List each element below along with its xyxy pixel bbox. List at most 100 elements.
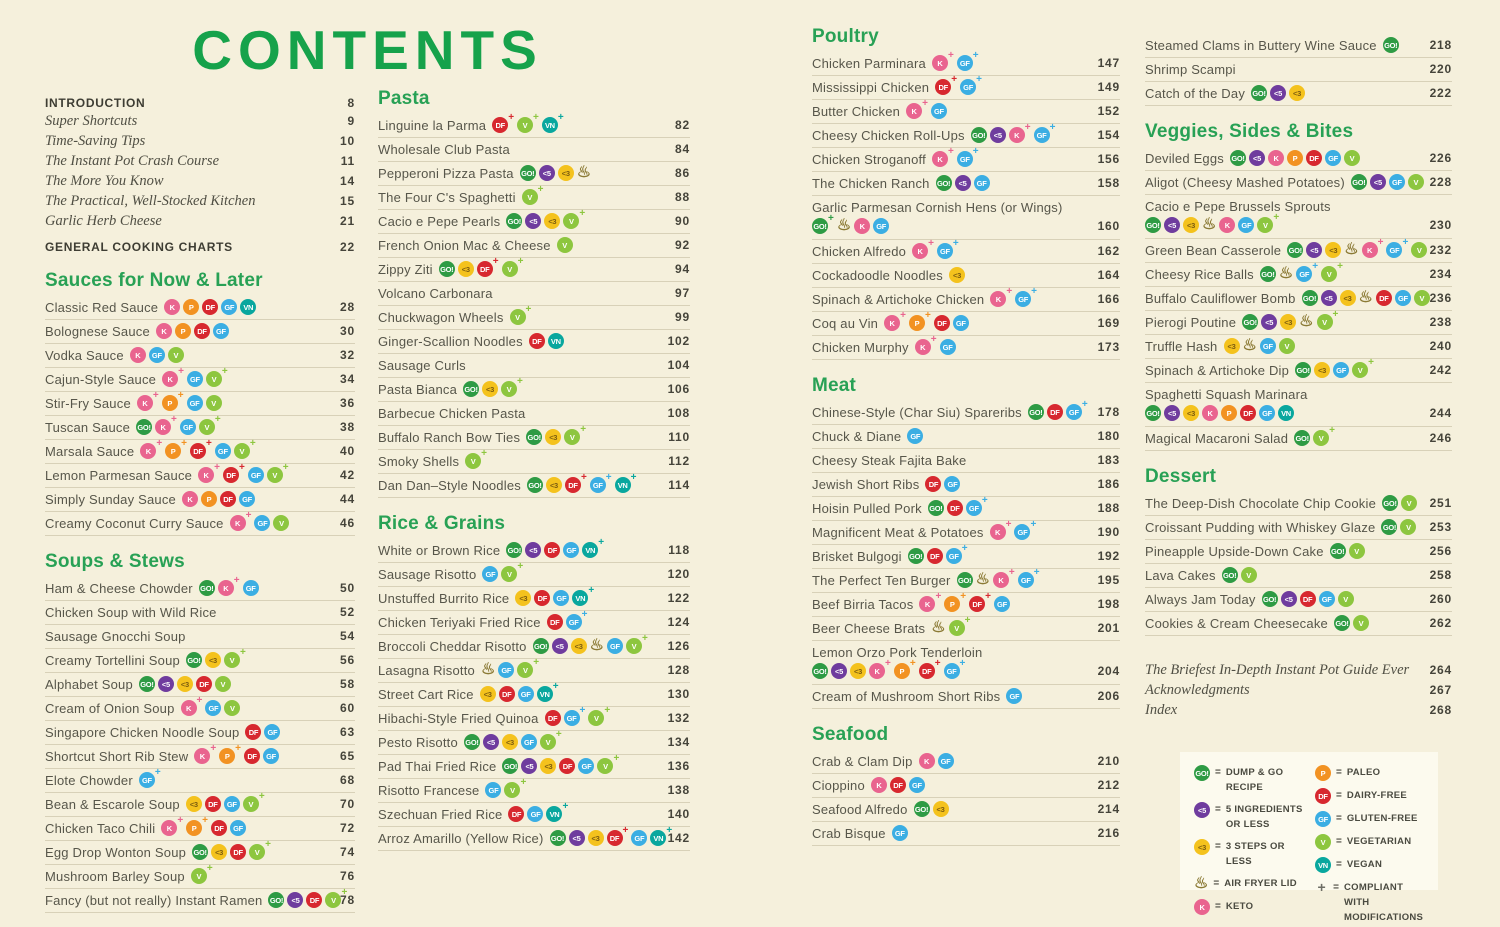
keto-icon: K [1202, 405, 1218, 421]
dairy-free-icon: DF + [222, 463, 245, 483]
compliant-plus-icon: + [935, 591, 942, 602]
legend-label: DUMP & GO RECIPE [1225, 767, 1284, 793]
compliant-plus-icon: + [156, 438, 163, 449]
recipe-badges: K + GF + [912, 239, 959, 259]
recipe-title: Croissant Pudding with Whiskey Glaze [1145, 519, 1376, 535]
gluten-free-icon: GF [939, 339, 956, 355]
page-number: 88 [675, 190, 690, 204]
toc-section: Meat Chinese-Style (Char Siu) Spareribs GO… [812, 375, 1120, 709]
front-matter-entry: GENERAL COOKING CHARTS 22 [45, 238, 355, 255]
dump-and-go-icon: GO! [1259, 266, 1276, 282]
recipe-badges: GO! <5 <3 ♨ GF V + [532, 634, 648, 654]
recipe-badges: ♨ GF V + [481, 658, 539, 678]
page-number: 90 [675, 214, 690, 228]
page-number: 178 [1097, 405, 1120, 419]
dairy-free-icon: DF [933, 315, 950, 331]
page-number: 63 [340, 725, 355, 739]
vegetarian-icon: V + [465, 449, 487, 469]
recipe-title: Chicken Murphy [812, 339, 909, 355]
recipe-title: Magnificent Meat & Potatoes [812, 524, 984, 540]
gluten-free-icon: GF [498, 662, 515, 678]
gluten-free-icon: GF [482, 566, 499, 582]
recipe-badges: K GF [918, 753, 954, 769]
recipe-badges: GO! K + GF V + [136, 415, 221, 435]
legend-equals: = [1336, 836, 1342, 847]
vegetarian-icon: V [205, 395, 222, 411]
toc-entry: Chicken Taco Chili K + P + DF GF 72 [45, 816, 355, 841]
compliant-plus-icon: + [258, 791, 265, 802]
compliant-plus-icon: + [605, 472, 612, 483]
compliant-plus-icon: + [922, 98, 928, 109]
toc-entry: Buffalo Cauliflower Bomb GO! <5 <3 ♨ DF GF V 236 [1145, 287, 1452, 311]
toc-entry: Chicken Parminara K + GF + 147 [812, 51, 1120, 76]
toc-entry: Unstuffed Burrito Rice <3 DF GF VN + 122 [378, 586, 690, 611]
vegetarian-icon: V [1411, 242, 1428, 258]
gluten-free-icon: GF [1315, 811, 1331, 827]
gluten-free-icon: GF [205, 700, 222, 716]
dairy-free-icon: DF [306, 892, 323, 908]
page-number: 236 [1429, 291, 1452, 305]
dump-and-go-icon: GO! [502, 758, 519, 774]
recipe-badges: GF [907, 428, 924, 444]
vegetarian-icon: V [224, 700, 241, 716]
gluten-free-icon: GF [263, 748, 280, 764]
section-title: Veggies, Sides & Bites [1145, 121, 1354, 142]
page-number: 198 [1097, 597, 1120, 611]
legend-label: GLUTEN-FREE [1346, 813, 1418, 824]
page-number: 192 [1097, 549, 1120, 563]
recipe-title: Pad Thai Fried Rice [378, 758, 497, 774]
toc-entry: Creamy Coconut Curry Sauce K + GF V 46 [45, 511, 355, 536]
page-number: 108 [667, 406, 690, 420]
vegetarian-icon: V + [588, 706, 610, 726]
three-steps-icon: <3 [482, 381, 499, 397]
compliant-plus-icon: + [517, 256, 524, 267]
compliant-plus-icon: + [581, 609, 588, 620]
compliant-plus-icon: + [579, 705, 586, 716]
vegetarian-icon: V + [249, 840, 271, 860]
toc-entry: Cajun-Style Sauce K + GF V + 34 [45, 367, 355, 392]
compliant-plus-icon: + [196, 695, 203, 706]
section-title: Poultry [812, 26, 879, 47]
keto-icon: K + [931, 51, 954, 71]
compliant-plus-icon: + [152, 390, 159, 401]
page-number: 195 [1097, 573, 1120, 587]
page-number: 232 [1429, 243, 1452, 257]
recipe-badges: DF + GF + [935, 75, 982, 95]
recipe-title: French Onion Mac & Cheese [378, 237, 551, 253]
recipe-badges: K GF V [129, 347, 184, 363]
gluten-free-icon: GF [186, 395, 203, 411]
recipe-badges: GO! <3 [913, 801, 949, 817]
recipe-badges: GO! <5 GF V [1350, 174, 1424, 190]
page-number: 118 [668, 543, 690, 557]
toc-entry: Cockadoodle Noodles <3 164 [812, 264, 1120, 288]
compliant-plus-icon: + [598, 537, 605, 548]
vegetarian-icon: V + [501, 257, 523, 277]
entry-title: The Practical, Well-Stocked Kitchen [45, 192, 256, 209]
compliant-plus-icon: + [951, 74, 958, 85]
recipe-title: Smoky Shells [378, 453, 460, 469]
compliant-plus-icon: + [885, 658, 891, 669]
page-number: 92 [675, 238, 690, 252]
section-title: Dessert [1145, 466, 1217, 487]
page-number: 65 [340, 749, 355, 763]
dump-and-go-icon: GO! [1381, 519, 1398, 535]
toc-entry: Creamy Tortellini Soup GO! <3 V + 56 [45, 647, 355, 673]
legend-equals: = [1336, 859, 1342, 870]
toc-entry: Elote Chowder GF + 68 [45, 767, 355, 793]
compliant-plus-icon: + [580, 472, 587, 483]
compliant-plus-icon: + [239, 647, 246, 658]
air-fryer-lid-icon: ♨ [931, 619, 946, 636]
legend-box: GO! = DUMP & GO RECIPE <5 = 5 INGREDIENTS OR … [1180, 752, 1438, 923]
page-number: 10 [340, 134, 355, 148]
vegetarian-icon: V + [517, 113, 539, 133]
compliant-plus-icon: + [154, 767, 161, 778]
recipe-badges: GO! <5 DF GF V [1261, 591, 1354, 607]
vegetarian-icon: V + [501, 377, 523, 397]
page-number: 149 [1097, 80, 1120, 94]
toc-entry: Mushroom Barley Soup V + 76 [45, 864, 355, 889]
dairy-free-icon: DF + [492, 113, 514, 133]
gluten-free-icon: GF + [945, 544, 968, 564]
dump-and-go-icon: GO! [1027, 404, 1044, 420]
recipe-badges: <3 DF GF VN + [515, 586, 594, 606]
keto-icon: K + [990, 287, 1012, 307]
